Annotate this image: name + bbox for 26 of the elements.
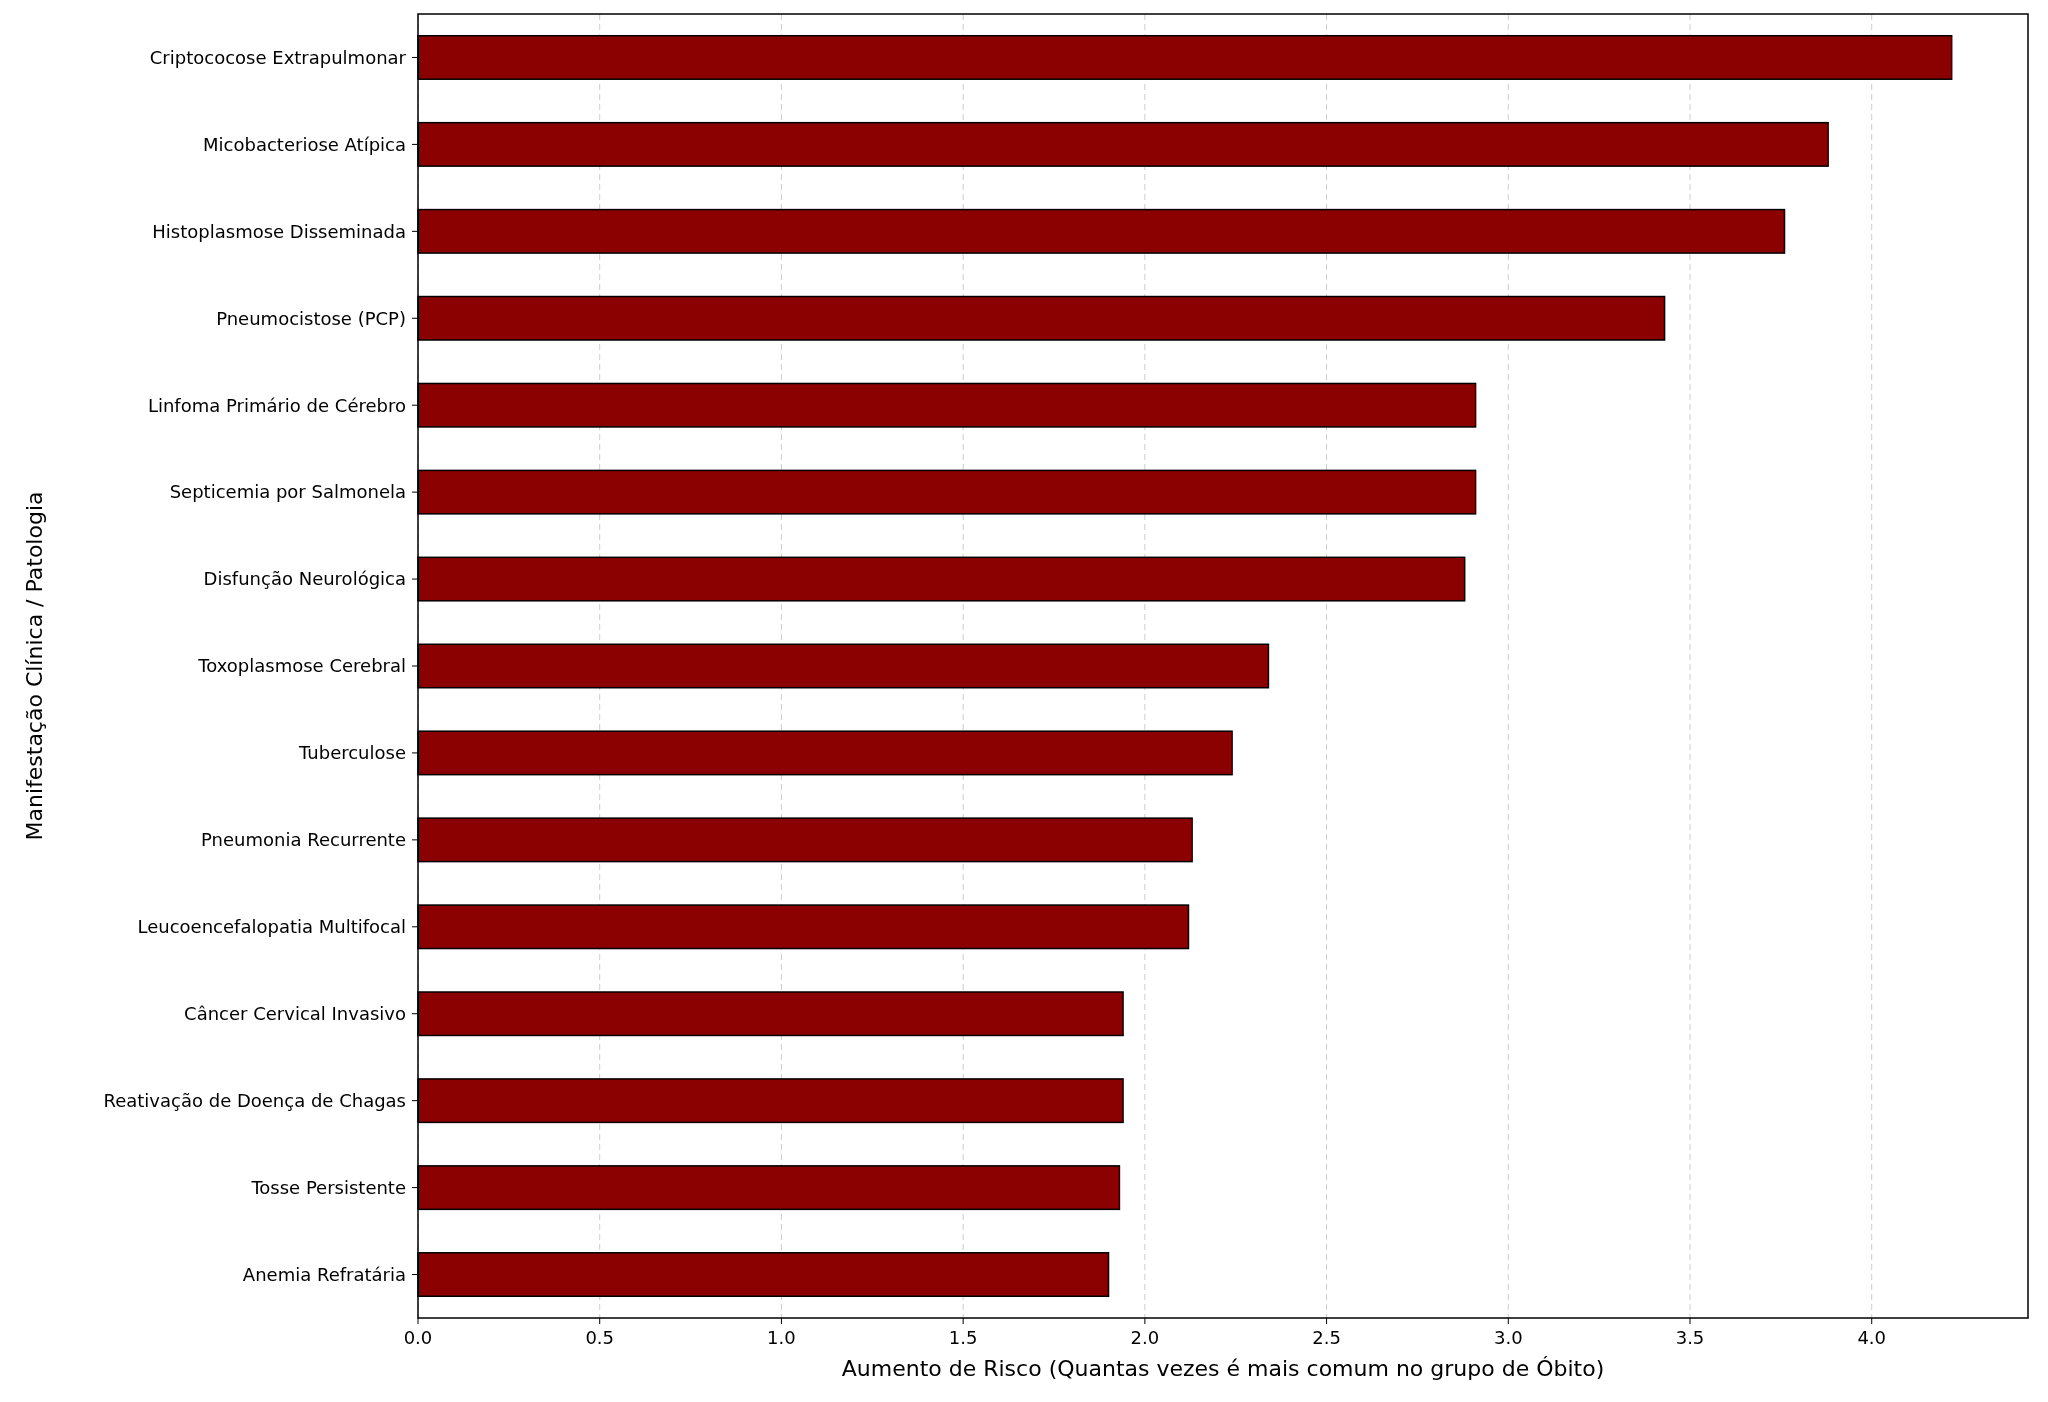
y-tick-label: Disfunção Neurológica <box>203 568 406 590</box>
y-tick-label: Câncer Cervical Invasivo <box>184 1003 406 1025</box>
y-tick-label: Pneumocistose (PCP) <box>216 307 406 329</box>
y-axis-title: Manifestação Clínica / Patologia <box>22 491 47 841</box>
x-tick-label: 2.0 <box>1130 1327 1160 1348</box>
x-tick-label: 4.0 <box>1857 1327 1887 1348</box>
x-tick-label: 3.0 <box>1493 1327 1523 1348</box>
y-tick-label: Histoplasmose Disseminada <box>152 220 406 242</box>
y-tick-label: Micobacteriose Atípica <box>203 133 406 155</box>
y-tick-label: Toxoplasmose Cerebral <box>197 655 406 677</box>
y-tick-label: Pneumonia Recurrente <box>201 829 406 851</box>
x-tick-label: 1.5 <box>948 1327 978 1348</box>
y-tick-label: Linfoma Primário de Cérebro <box>147 394 406 416</box>
x-tick-label: 0.0 <box>403 1327 433 1348</box>
y-tick-label: Tosse Persistente <box>250 1176 406 1198</box>
y-tick-label: Tuberculose <box>298 742 406 764</box>
x-tick-label: 3.5 <box>1675 1327 1705 1348</box>
x-tick-label: 0.5 <box>585 1327 615 1348</box>
x-tick-label: 1.0 <box>767 1327 796 1348</box>
y-tick-label: Reativação de Doença de Chagas <box>103 1089 406 1111</box>
y-tick-label: Leucoencefalopatia Multifocal <box>137 916 406 938</box>
y-tick-label: Criptococose Extrapulmonar <box>149 46 407 68</box>
x-axis-title: Aumento de Risco (Quantas vezes é mais comum no grupo de Óbito) <box>841 1356 1605 1381</box>
y-tick-label: Anemia Refratária <box>242 1263 406 1285</box>
x-tick-label: 2.5 <box>1312 1327 1341 1348</box>
y-tick-label: Septicemia por Salmonela <box>169 481 406 503</box>
